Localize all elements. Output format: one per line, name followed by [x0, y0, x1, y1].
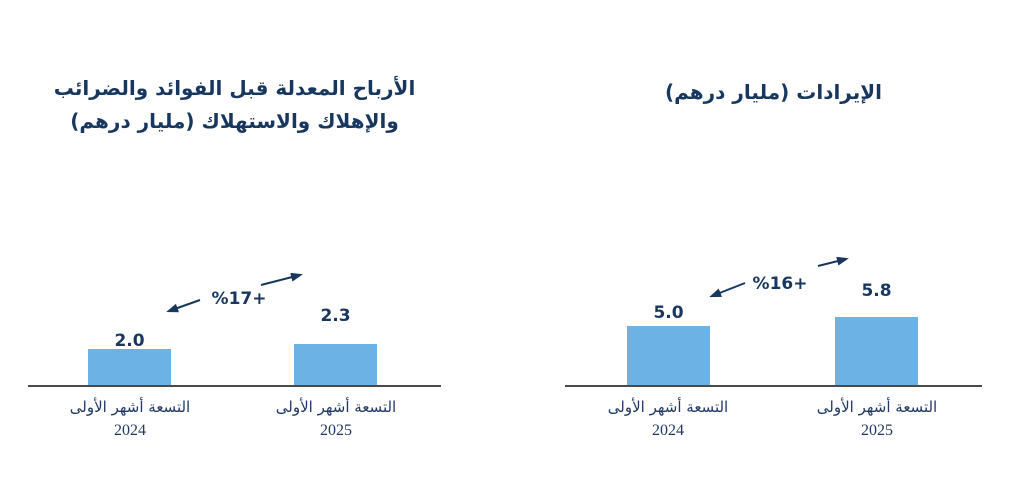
- chart-ebitda: الأرباح المعدلة قبل الفوائد والضرائب وال…: [28, 0, 441, 485]
- chart-title: الأرباح المعدلة قبل الفوائد والضرائب وال…: [28, 72, 441, 138]
- bar-2025: [294, 343, 377, 385]
- year-label: 2025: [861, 422, 893, 439]
- growth-percentage-label: %16+: [752, 274, 808, 294]
- year-label: 2024: [652, 422, 684, 439]
- bar-value-label: 5.0: [653, 303, 684, 323]
- chart-title-line: والإهلاك والاستهلاك (مليار درهم): [70, 109, 399, 133]
- year-label: 2024: [114, 422, 146, 439]
- bar-value-label: 5.8: [861, 281, 892, 301]
- x-axis-label: التسعة أشهر الأولى 2025: [246, 397, 426, 439]
- chart-revenue: الإيرادات (مليار درهم) 5.0 5.8 %16+ التس…: [565, 0, 982, 485]
- chart-title-line: الأرباح المعدلة قبل الفوائد والضرائب: [53, 76, 416, 100]
- growth-arrow: [709, 256, 849, 298]
- chart-title: الإيرادات (مليار درهم): [565, 76, 982, 109]
- chart-title-line: الإيرادات (مليار درهم): [664, 80, 883, 104]
- x-axis: [28, 0, 441, 387]
- category-label: التسعة أشهر الأولى: [275, 398, 397, 416]
- bar-value-label: 2.3: [320, 306, 351, 326]
- category-label: التسعة أشهر الأولى: [69, 398, 191, 416]
- year-label: 2025: [320, 422, 352, 439]
- bar-value-label: 2.0: [114, 331, 145, 351]
- x-axis-label: التسعة أشهر الأولى 2024: [40, 397, 220, 439]
- x-axis-label: التسعة أشهر الأولى 2024: [578, 397, 758, 439]
- category-label: التسعة أشهر الأولى: [607, 398, 729, 416]
- bar-2025: [835, 316, 918, 385]
- bar-2024: [88, 349, 171, 385]
- x-axis-label: التسعة أشهر الأولى 2025: [787, 397, 967, 439]
- growth-arrow: [166, 272, 303, 313]
- category-label: التسعة أشهر الأولى: [816, 398, 938, 416]
- growth-percentage-label: %17+: [211, 289, 267, 309]
- x-axis: [565, 0, 982, 387]
- bar-2024: [627, 326, 710, 385]
